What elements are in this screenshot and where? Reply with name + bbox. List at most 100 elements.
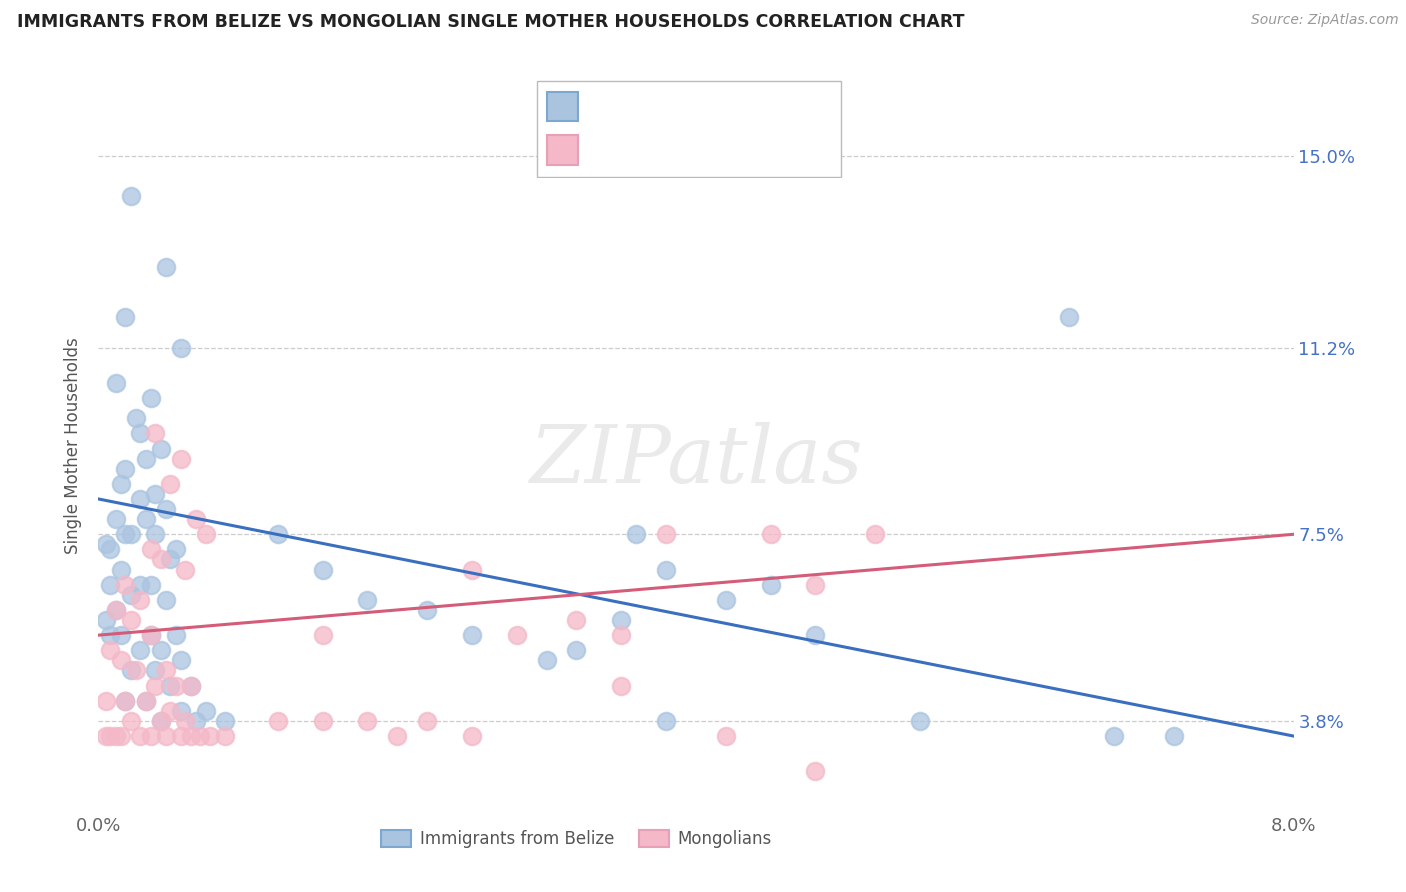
Point	[174, 563, 197, 577]
Point	[94, 694, 117, 708]
Point	[155, 260, 177, 274]
Point	[311, 628, 333, 642]
Point	[759, 578, 782, 592]
Point	[416, 603, 439, 617]
Point	[267, 527, 290, 541]
Point	[110, 628, 132, 642]
Point	[135, 694, 157, 708]
Point	[150, 442, 173, 456]
Point	[110, 729, 132, 743]
Point	[94, 613, 117, 627]
Point	[714, 592, 737, 607]
Point	[143, 487, 166, 501]
Point	[169, 451, 191, 466]
FancyBboxPatch shape	[547, 92, 578, 121]
Point	[139, 542, 162, 557]
Point	[180, 679, 202, 693]
Point	[565, 643, 588, 657]
Point	[98, 542, 122, 557]
Point	[143, 527, 166, 541]
Point	[200, 729, 222, 743]
Text: IMMIGRANTS FROM BELIZE VS MONGOLIAN SINGLE MOTHER HOUSEHOLDS CORRELATION CHART: IMMIGRANTS FROM BELIZE VS MONGOLIAN SING…	[17, 13, 965, 31]
Point	[159, 552, 181, 566]
Point	[610, 679, 633, 693]
Point	[150, 643, 173, 657]
Point	[655, 563, 678, 577]
Point	[610, 628, 633, 642]
Point	[159, 704, 181, 718]
Point	[461, 729, 484, 743]
Point	[461, 563, 484, 577]
Point	[135, 451, 157, 466]
Point	[120, 664, 142, 678]
Point	[385, 729, 409, 743]
Point	[184, 512, 207, 526]
Point	[267, 714, 290, 728]
Point	[110, 563, 132, 577]
Text: N = 57: N = 57	[741, 141, 804, 159]
Point	[195, 704, 218, 718]
Point	[165, 679, 187, 693]
Point	[129, 491, 152, 506]
Point	[105, 376, 128, 390]
Point	[110, 653, 132, 667]
Point	[416, 714, 439, 728]
Point	[169, 341, 191, 355]
Text: ZIPatlas: ZIPatlas	[529, 422, 863, 500]
Point	[804, 578, 827, 592]
Point	[155, 502, 177, 516]
Point	[565, 613, 588, 627]
Point	[180, 679, 202, 693]
Point	[655, 527, 678, 541]
Point	[188, 729, 211, 743]
Text: R =  0.114: R = 0.114	[586, 141, 683, 159]
Point	[129, 643, 152, 657]
Point	[865, 527, 887, 541]
Point	[165, 628, 187, 642]
Point	[165, 542, 187, 557]
Point	[98, 643, 122, 657]
Point	[311, 563, 333, 577]
Point	[356, 592, 378, 607]
Point	[114, 694, 136, 708]
Point	[1059, 310, 1081, 325]
Point	[105, 729, 128, 743]
Point	[804, 764, 827, 779]
Point	[1104, 729, 1126, 743]
Point	[98, 628, 122, 642]
Point	[536, 653, 558, 667]
Point	[169, 653, 191, 667]
Point	[120, 189, 142, 203]
Point	[461, 628, 484, 642]
Point	[114, 461, 136, 475]
Point	[311, 714, 333, 728]
Point	[120, 714, 142, 728]
Point	[174, 714, 197, 728]
Point	[714, 729, 737, 743]
Point	[143, 664, 166, 678]
Point	[184, 714, 207, 728]
Text: N = 68: N = 68	[741, 98, 804, 116]
Point	[135, 512, 157, 526]
Point	[169, 704, 191, 718]
Point	[150, 714, 173, 728]
Point	[94, 729, 117, 743]
Point	[114, 310, 136, 325]
Point	[98, 729, 122, 743]
Point	[129, 729, 152, 743]
Point	[105, 603, 128, 617]
Point	[129, 426, 152, 441]
Point	[120, 613, 142, 627]
Point	[195, 527, 218, 541]
Point	[114, 578, 136, 592]
Point	[610, 613, 633, 627]
Point	[159, 679, 181, 693]
Point	[120, 527, 142, 541]
Point	[143, 426, 166, 441]
Point	[626, 527, 648, 541]
Point	[139, 729, 162, 743]
Point	[114, 527, 136, 541]
Legend: Immigrants from Belize, Mongolians: Immigrants from Belize, Mongolians	[374, 823, 779, 855]
Point	[180, 729, 202, 743]
Point	[105, 512, 128, 526]
